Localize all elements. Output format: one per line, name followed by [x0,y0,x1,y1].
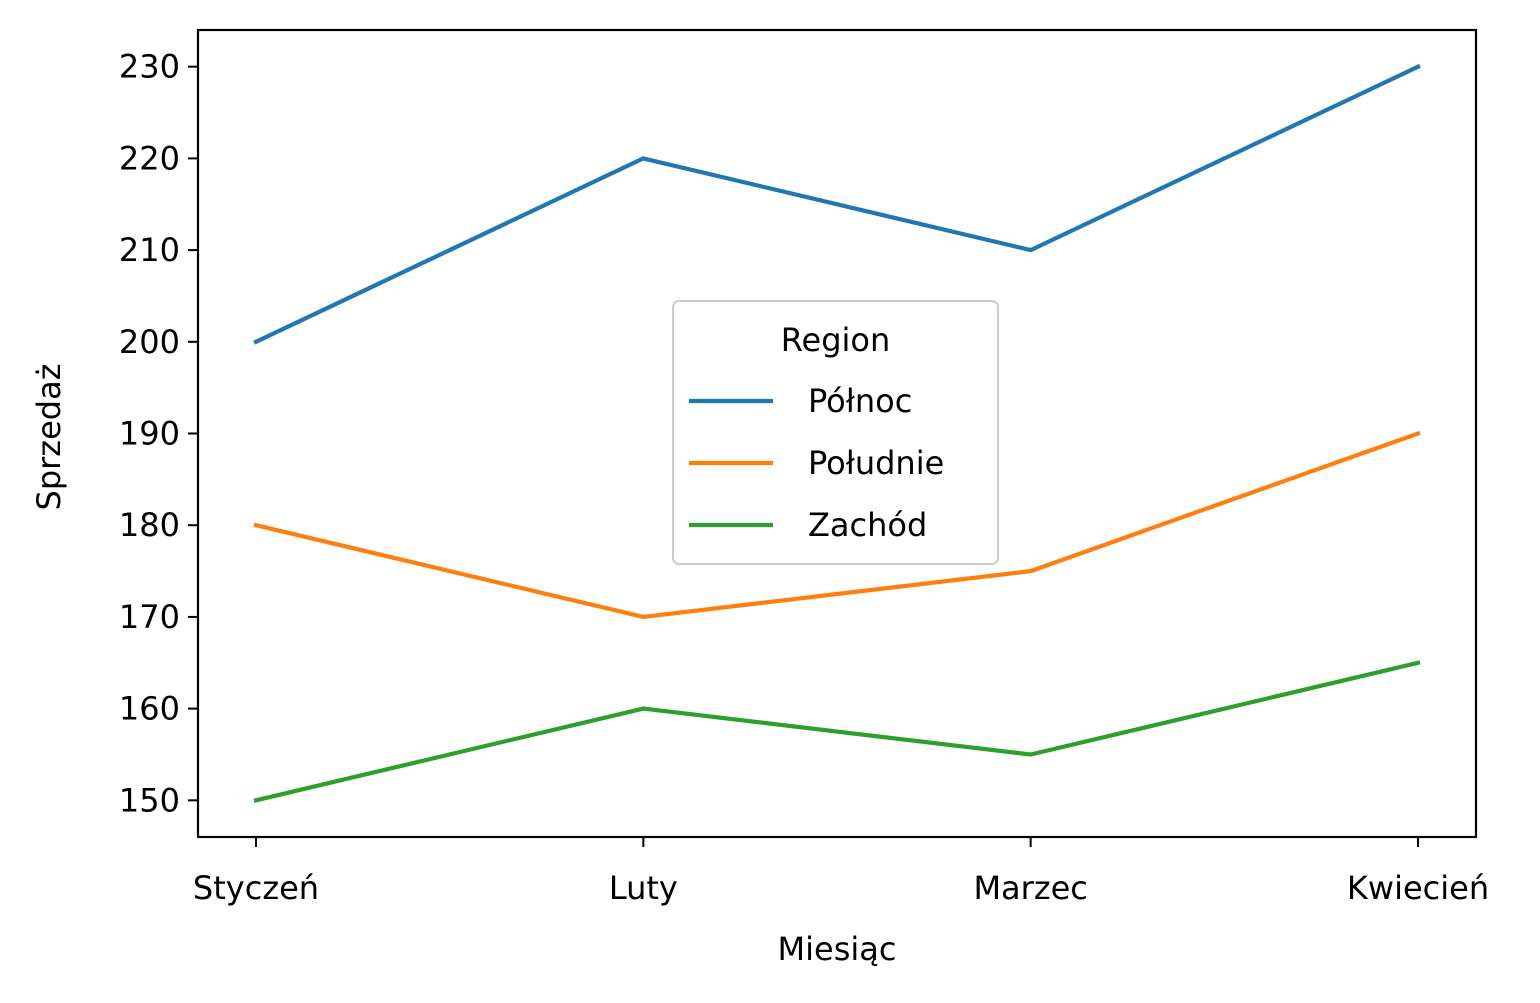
y-tick-label: 220 [119,139,180,177]
x-tick-label: Marzec [973,869,1087,907]
series-line-2 [253,430,1421,620]
x-tick-label: Luty [609,869,678,907]
series-layer [253,63,1421,803]
x-tick-label: Kwiecień [1347,869,1489,907]
y-tick-label: 160 [119,690,180,728]
y-tick-label: 190 [119,415,180,453]
series-line-1 [253,63,1421,345]
legend-entry-label: Zachód [808,506,927,544]
y-tick-label: 180 [119,506,180,544]
y-tick-label: 210 [119,231,180,269]
y-tick-label: 170 [119,598,180,636]
x-tick-label: Styczeń [193,869,319,907]
legend-entry-label: Południe [808,444,944,482]
y-tick-label: 230 [119,48,180,86]
legend-box [672,300,999,565]
legend-entry-label: Północ [808,382,912,420]
axes-layer: 150 160 170 180 190 200 210 220 230 Styczeń Luty Ma… [119,28,1489,907]
y-tick-label: 150 [119,781,180,819]
legend-title: Region [781,321,891,359]
y-axis-label: Sprzedaż [30,364,68,511]
y-tick-label: 200 [119,323,180,361]
legend: Region Północ Południe Zachód [672,300,999,565]
x-axis-label: Miesiąc [778,930,897,968]
series-line-3 [253,660,1421,803]
